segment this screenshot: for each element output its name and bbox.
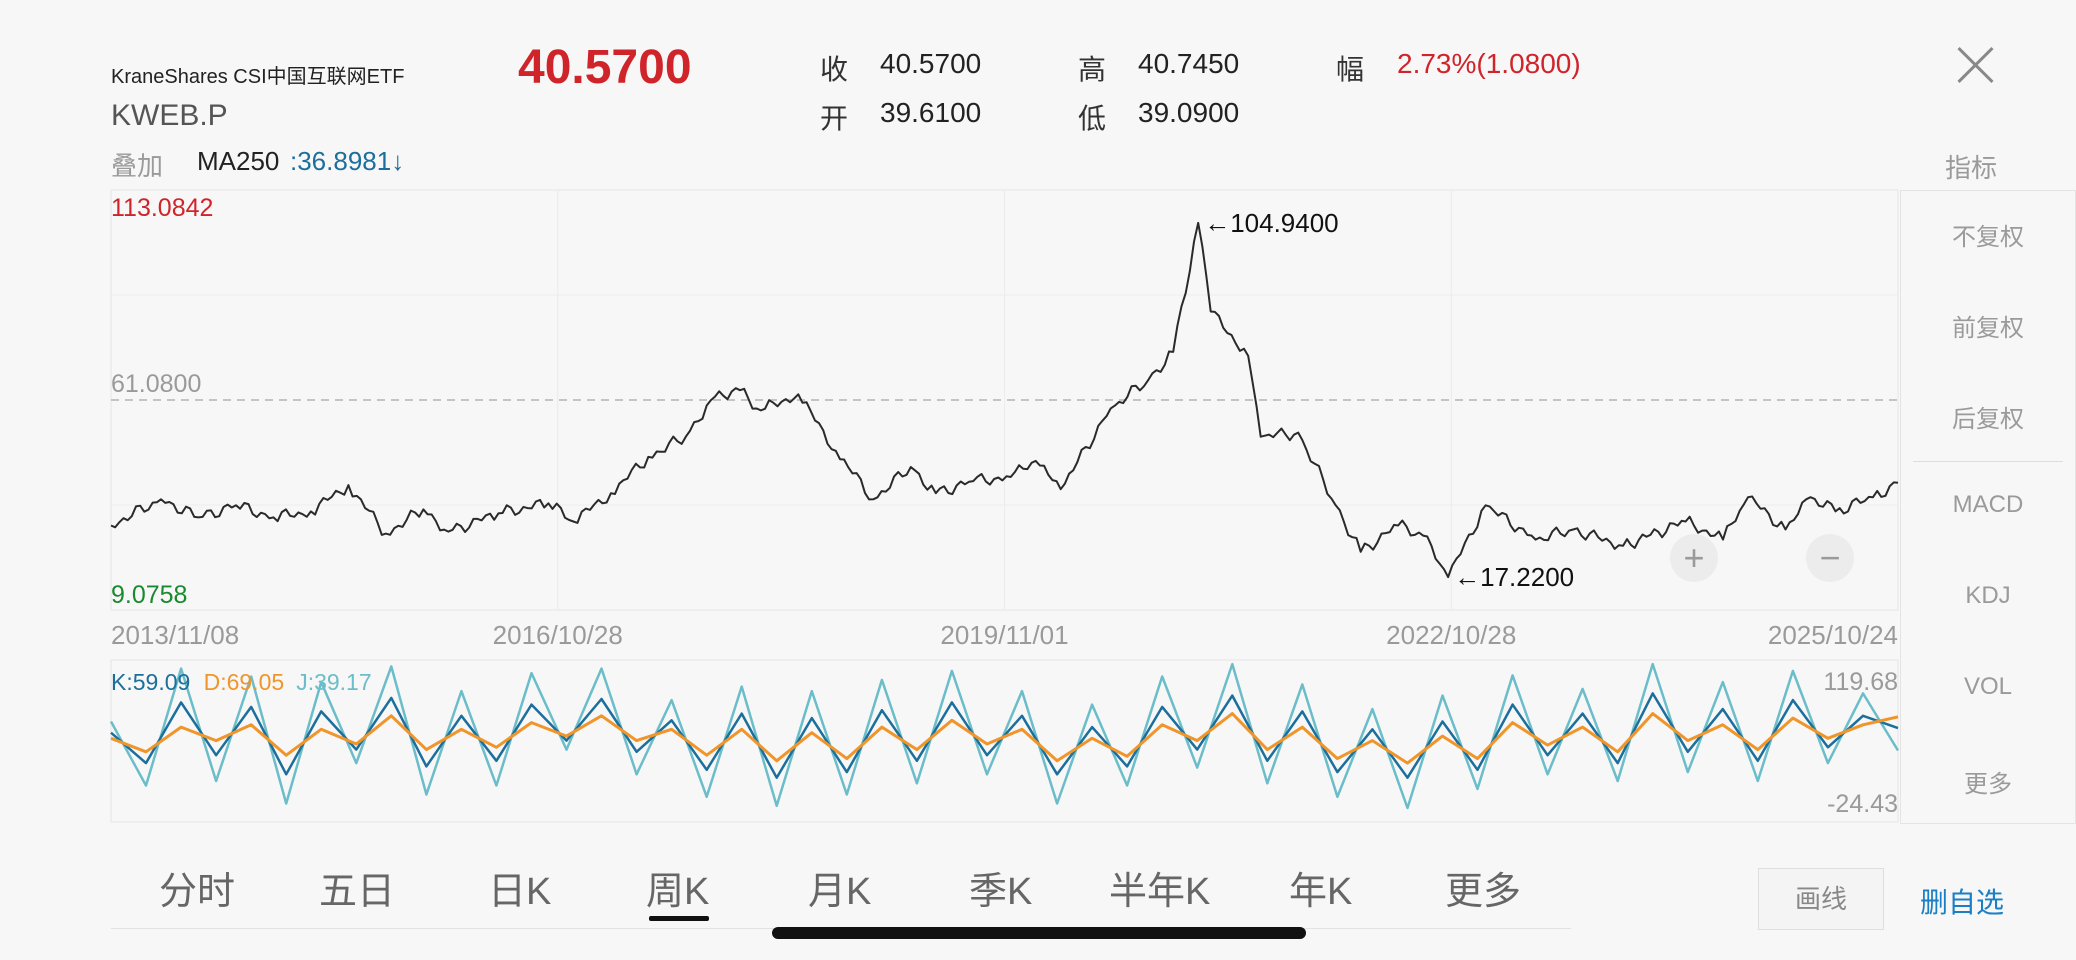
minus-icon: −: [1819, 537, 1841, 578]
tab-weekly[interactable]: 周K: [646, 871, 710, 913]
home-indicator: [772, 927, 1306, 939]
kdj-legend-k: K:59.09: [111, 669, 190, 695]
last-price: 40.5700: [518, 41, 692, 94]
side-item-forward-adjusted[interactable]: 前复权: [1952, 315, 2024, 342]
price-y-min-label: 9.0758: [111, 581, 187, 609]
kdj-y-min-label: -24.43: [1827, 790, 1898, 818]
period-tabs: 分时 五日 日K 周K 月K 季K 半年K 年K 更多: [111, 860, 1571, 929]
side-divider: [1913, 461, 2063, 462]
price-y-max-label: 113.0842: [111, 194, 213, 222]
reference-line-label: 61.0800: [111, 370, 201, 398]
quote-label-open: 开: [820, 103, 849, 134]
plus-icon: +: [1683, 537, 1705, 578]
x-tick-label: 2016/10/28: [493, 620, 623, 650]
tab-more[interactable]: 更多: [1445, 871, 1522, 913]
quote-value-close: 40.5700: [880, 48, 982, 79]
x-tick-label: 2019/11/01: [940, 620, 1068, 650]
quote-value-low: 39.0900: [1138, 97, 1240, 128]
x-tick-label: 2013/11/08: [111, 620, 239, 650]
x-tick-label: 2025/10/24: [1768, 620, 1898, 650]
tab-half-year[interactable]: 半年K: [1109, 871, 1211, 913]
side-item-backward-adjusted[interactable]: 后复权: [1952, 406, 2024, 433]
kdj-d-line: [110, 712, 1899, 765]
chart-canvas[interactable]: 61.0800 113.0842 9.0758 ←104.9400 ←17.2200 20…: [0, 0, 2076, 860]
quote-value-open: 39.6100: [880, 97, 982, 128]
quote-value-change: 2.73%(1.0800): [1397, 48, 1581, 79]
quote-label-change: 幅: [1336, 54, 1365, 85]
side-panel: 不复权 前复权 后复权 MACD KDJ VOL 更多: [1900, 190, 2076, 824]
side-item-unadjusted[interactable]: 不复权: [1952, 224, 2024, 251]
kdj-legend-d: D:69.05: [204, 669, 285, 695]
overlay-button[interactable]: 叠加: [111, 151, 164, 181]
quote-value-high: 40.7450: [1138, 48, 1240, 79]
side-item-kdj[interactable]: KDJ: [1965, 582, 2011, 609]
tab-daily[interactable]: 日K: [488, 871, 552, 913]
zoom-in-button[interactable]: +: [1670, 534, 1718, 582]
quote-label-high: 高: [1078, 54, 1107, 85]
quote-label-low: 低: [1078, 103, 1107, 134]
tab-intraday[interactable]: 分时: [159, 871, 236, 913]
price-line: [110, 221, 1899, 579]
indicator-title: 指标: [1945, 153, 1998, 183]
tab-monthly[interactable]: 月K: [808, 871, 872, 913]
quote-label-close: 收: [820, 54, 849, 85]
ma-indicator-value: :36.8981↓: [290, 146, 405, 176]
tab-quarterly[interactable]: 季K: [969, 871, 1033, 913]
price-annotation: ←17.2200: [1454, 562, 1574, 592]
ticker-code: KWEB.P: [111, 99, 228, 132]
draw-line-button[interactable]: 画线: [1758, 868, 1884, 930]
remove-watchlist-button[interactable]: 删自选: [1920, 887, 2005, 918]
side-item-vol[interactable]: VOL: [1963, 673, 2013, 700]
kdj-y-max-label: 119.68: [1823, 668, 1898, 696]
tab-yearly[interactable]: 年K: [1289, 871, 1353, 913]
tab-five-day[interactable]: 五日: [319, 871, 396, 913]
side-item-macd[interactable]: MACD: [1952, 491, 2024, 518]
side-item-more[interactable]: 更多: [1964, 771, 2012, 798]
kdj-legend-j: J:39.17: [296, 669, 371, 695]
x-tick-label: 2022/10/28: [1386, 620, 1516, 650]
price-annotation: ←104.9400: [1204, 208, 1338, 238]
active-tab-underline: [649, 916, 709, 921]
security-name: KraneShares CSI中国互联网ETF: [111, 66, 405, 88]
zoom-out-button[interactable]: −: [1806, 534, 1854, 582]
ma-indicator-name: MA250: [197, 146, 280, 176]
